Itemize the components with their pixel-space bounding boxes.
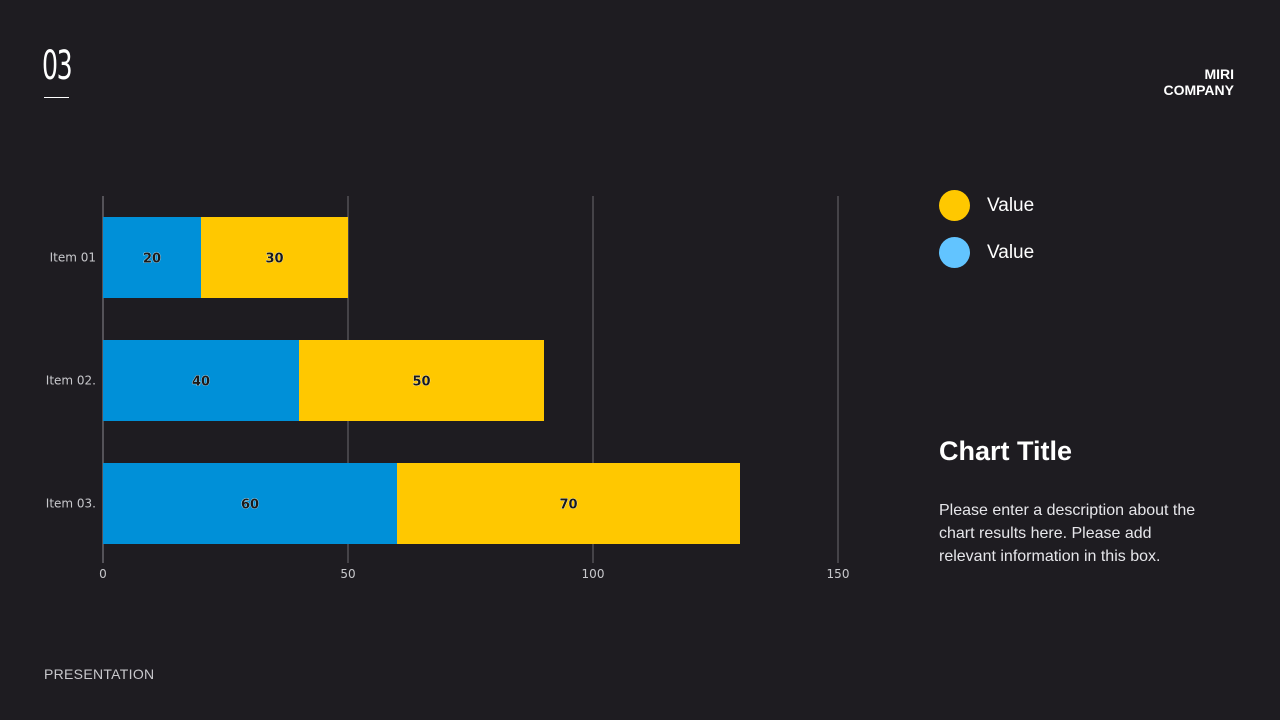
bar-blue-2 bbox=[103, 340, 299, 421]
legend-item-blue: Value bbox=[939, 237, 1034, 268]
company-name-line2: COMPANY bbox=[1163, 82, 1234, 98]
bar-chart-svg: 0 50 100 150 Item 01 20 30 Item 02. 40 50 Item 03.… bbox=[46, 196, 850, 581]
chart-description: Please enter a description about the cha… bbox=[939, 502, 1196, 565]
data-label: 50 bbox=[412, 375, 430, 390]
footer-label: PRESENTATION bbox=[44, 666, 155, 682]
y-category-label: Item 02. bbox=[46, 374, 96, 388]
company-name: MIRI COMPANY bbox=[1163, 66, 1234, 98]
legend-label-yellow: Value bbox=[987, 194, 1035, 216]
data-label: 70 bbox=[559, 498, 577, 513]
bar-blue-3 bbox=[103, 463, 397, 544]
legend-swatch-blue bbox=[939, 237, 970, 268]
page-number: 03 bbox=[42, 43, 73, 89]
x-tick-label-100: 100 bbox=[582, 567, 605, 581]
bar-yellow-2 bbox=[299, 340, 544, 421]
data-label: 20 bbox=[143, 252, 161, 267]
bar-chart: 0 50 100 150 Item 01 20 30 Item 02. 40 50 Item 03.… bbox=[46, 196, 850, 581]
y-category-label: Item 01 bbox=[50, 251, 96, 265]
bar-yellow-1 bbox=[201, 217, 348, 298]
page-number-underline bbox=[44, 97, 69, 98]
data-label: 30 bbox=[265, 252, 283, 267]
bar-yellow-3 bbox=[397, 463, 740, 544]
y-category-label: Item 03. bbox=[46, 497, 96, 511]
x-tick-label-150: 150 bbox=[827, 567, 850, 581]
legend-item-yellow: Value bbox=[939, 190, 1034, 221]
bar-blue-1 bbox=[103, 217, 201, 298]
data-label: 60 bbox=[241, 498, 259, 513]
data-label: 40 bbox=[192, 375, 210, 390]
chart-legend: Value Value bbox=[939, 190, 1034, 284]
x-tick-label-50: 50 bbox=[340, 567, 355, 581]
legend-swatch-yellow bbox=[939, 190, 970, 221]
legend-label-blue: Value bbox=[987, 241, 1035, 263]
x-tick-label-0: 0 bbox=[99, 567, 107, 581]
company-name-line1: MIRI bbox=[1204, 66, 1234, 82]
chart-title: Chart Title bbox=[939, 436, 1073, 466]
